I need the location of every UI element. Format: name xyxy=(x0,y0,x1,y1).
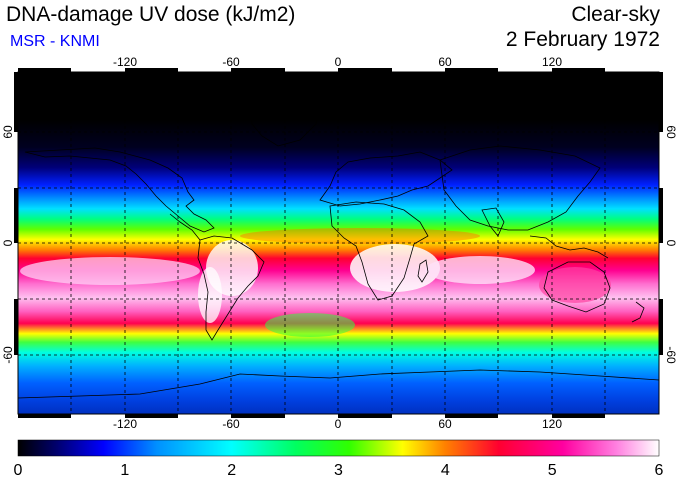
lon-tick-label: 0 xyxy=(335,417,342,431)
map-title: DNA-damage UV dose (kJ/m2) xyxy=(6,3,296,26)
colorbar-tick-label: 0 xyxy=(14,462,23,479)
frame-bar xyxy=(338,68,392,72)
lon-tick-label: 60 xyxy=(438,55,452,69)
lat-tick-label: 60 xyxy=(664,125,678,139)
frame-bars-right xyxy=(659,72,663,355)
frame-bar xyxy=(14,299,18,355)
madagascar-coast xyxy=(417,259,429,283)
frame-bars-bottom xyxy=(18,414,605,418)
asia-coast xyxy=(439,145,601,231)
southeast-asia-islands xyxy=(529,235,609,259)
colorbar-tick-label: 6 xyxy=(655,462,664,479)
field-highlights xyxy=(20,228,611,337)
lon-tick-label: 120 xyxy=(542,417,562,431)
tropics-band-bulge xyxy=(240,228,480,244)
frame-bars-top xyxy=(18,68,605,72)
graticule xyxy=(18,72,659,414)
frame-bar xyxy=(445,414,498,418)
new-zealand-coast xyxy=(631,301,645,323)
greenland-coast xyxy=(249,103,321,147)
atlantic-southern-dip xyxy=(265,313,355,337)
lat-tick-label: -60 xyxy=(1,346,15,364)
andes-peak-patch xyxy=(198,267,222,323)
indian-ocean-peak-patch xyxy=(425,256,535,284)
lon-ticks-bottom: -120 -60 0 60 120 xyxy=(113,417,562,431)
lon-tick-label: 0 xyxy=(335,55,342,69)
north-america-coast xyxy=(24,147,215,233)
frame-bars-left xyxy=(14,72,18,355)
colorbar-tick-label: 2 xyxy=(227,462,236,479)
europe-coast xyxy=(319,151,453,207)
pacific-peak-patch xyxy=(20,257,200,285)
frame-bar xyxy=(659,188,663,243)
frame-bar xyxy=(659,72,663,132)
lon-tick-label: 60 xyxy=(438,417,452,431)
frame-bar xyxy=(14,188,18,243)
lat-tick-label: -60 xyxy=(664,346,678,364)
frame-bar xyxy=(659,299,663,355)
india-coast xyxy=(481,207,505,237)
frame-bar xyxy=(18,414,71,418)
frame-bar xyxy=(445,68,498,72)
frame-bar xyxy=(231,68,285,72)
africa-coast xyxy=(329,201,429,301)
colorbar-tick-label: 5 xyxy=(548,462,557,479)
lon-ticks-top: -120 -60 0 60 120 xyxy=(113,55,562,69)
lon-tick-label: 120 xyxy=(542,55,562,69)
lat-tick-label: 60 xyxy=(1,125,15,139)
colorbar-tick-label: 3 xyxy=(334,462,343,479)
lon-tick-label: -60 xyxy=(222,417,240,431)
lat-tick-label: 0 xyxy=(1,239,15,246)
lon-tick-label: -120 xyxy=(113,55,137,69)
lat-tick-label: 0 xyxy=(664,240,678,247)
frame-bar xyxy=(552,68,605,72)
frame-bar xyxy=(231,414,285,418)
map-frame xyxy=(14,68,663,418)
frame-bar xyxy=(14,72,18,132)
australia-coast xyxy=(543,261,611,313)
lon-tick-label: -60 xyxy=(222,55,240,69)
date-label: 2 February 1972 xyxy=(505,28,660,51)
colorbar-tick-label: 1 xyxy=(120,462,129,479)
colorbar-labels: 0 1 2 3 4 5 6 xyxy=(14,462,664,479)
lat-ticks-right: 60 0 -60 xyxy=(664,125,678,364)
frame-bar xyxy=(18,68,71,72)
lon-tick-label: -120 xyxy=(113,417,137,431)
frame-bar xyxy=(552,414,605,418)
data-source-label: MSR - KNMI xyxy=(10,33,100,50)
frame-bar xyxy=(125,414,178,418)
frame-bar xyxy=(338,414,392,418)
colorbar: 0 1 2 3 4 5 6 xyxy=(14,439,664,479)
antarctica-coast xyxy=(18,369,659,399)
sky-condition-label: Clear-sky xyxy=(571,3,660,26)
lat-ticks-left: 60 0 -60 xyxy=(1,125,15,364)
coastlines xyxy=(18,103,659,399)
south-america-coast xyxy=(197,235,265,341)
australia-peak-patch xyxy=(539,267,611,303)
frame-bar xyxy=(125,68,178,72)
africa-peak-patch xyxy=(350,244,440,292)
central-america-coast xyxy=(169,213,201,241)
colorbar-gradient xyxy=(17,439,660,457)
colorbar-tick-label: 4 xyxy=(441,462,450,479)
